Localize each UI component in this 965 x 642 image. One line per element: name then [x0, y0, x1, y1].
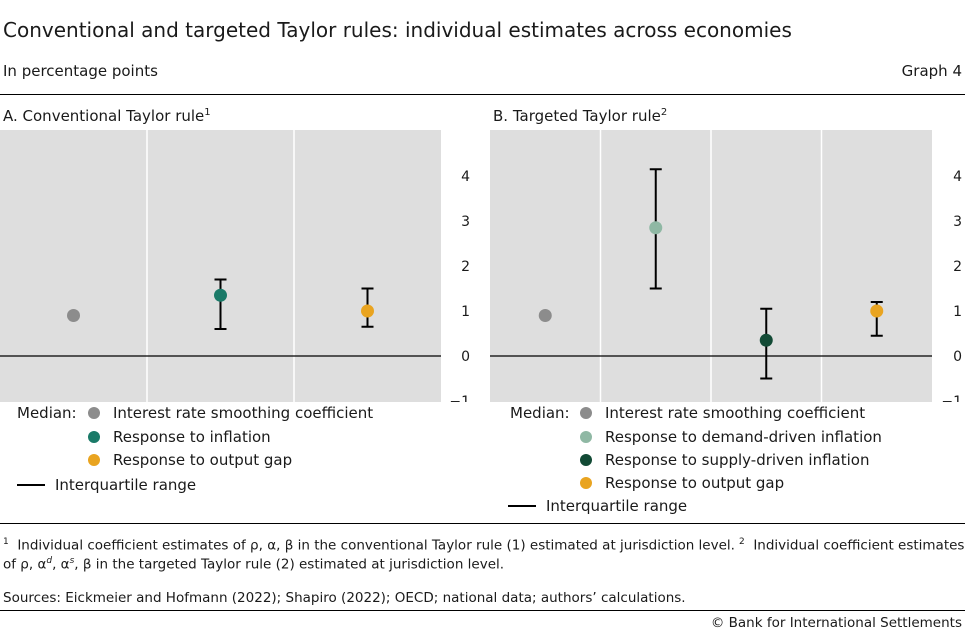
legend-dot-icon: [88, 454, 100, 466]
legend-dot-icon: [580, 407, 592, 419]
chart-title: Conventional and targeted Taylor rules: …: [3, 18, 792, 42]
panel-b-plot: 4 3 2 1 0 −1: [490, 130, 962, 402]
plot-background: [0, 130, 441, 402]
y-tick-label: 3: [953, 214, 962, 230]
legend-dot-icon: [580, 431, 592, 443]
header-divider: [0, 94, 965, 95]
median-point: [67, 309, 80, 322]
y-tick-label: 2: [953, 259, 962, 275]
panel-a-title: A. Conventional Taylor rule1: [3, 107, 211, 125]
legend-item-inflation: Response to inflation: [88, 428, 271, 446]
y-tick-label: 1: [461, 304, 470, 320]
footnote-1: 1 Individual coefficient estimates of ρ,…: [3, 537, 735, 554]
legend-item-supply-inflation: Response to supply-driven inflation: [580, 451, 869, 469]
y-tick-label: 4: [461, 169, 470, 185]
legend-dot-icon: [88, 407, 100, 419]
legend-dot-icon: [580, 454, 592, 466]
y-tick-label: 1: [953, 304, 962, 320]
legend-line-icon: [508, 505, 536, 507]
legend-item-output-gap: Response to output gap: [580, 474, 784, 492]
legend-item-smoothing: Interest rate smoothing coefficient: [88, 404, 373, 422]
y-tick-label: 2: [461, 259, 470, 275]
median-point: [649, 221, 663, 235]
legend-dot-icon: [88, 431, 100, 443]
copyright: © Bank for International Settlements: [710, 615, 962, 631]
panel-a-legend: Median: Interest rate smoothing coeffici…: [0, 404, 480, 496]
legend-line-icon: [17, 484, 45, 486]
median-point: [361, 304, 374, 318]
sources-divider: [0, 610, 965, 611]
median-point: [538, 309, 552, 322]
sources: Sources: Eickmeier and Hofmann (2022); S…: [3, 590, 686, 606]
panel-b-title: B. Targeted Taylor rule2: [493, 107, 668, 125]
panel-b-legend: Median: Interest rate smoothing coeffici…: [490, 404, 965, 516]
y-tick-label: 0: [461, 349, 470, 365]
legend-item-iqr: Interquartile range: [17, 476, 196, 494]
chart-subtitle: In percentage points: [3, 62, 158, 80]
y-tick-label: 3: [461, 214, 470, 230]
panel-a-plot: 4 3 2 1 0 −1: [0, 130, 470, 402]
y-tick-label: 4: [953, 169, 962, 185]
legend-median-label: Median:: [17, 404, 77, 422]
legend-item-iqr: Interquartile range: [508, 497, 687, 515]
legend-median-label: Median:: [510, 404, 570, 422]
legend-item-smoothing: Interest rate smoothing coefficient: [580, 404, 865, 422]
graph-number: Graph 4: [901, 62, 962, 80]
median-point: [759, 333, 773, 347]
y-tick-label: 0: [953, 349, 962, 365]
footnote-divider: [0, 523, 965, 524]
footnote-2-cont: of ρ, αd, αs, β in the targeted Taylor r…: [3, 556, 505, 573]
median-point: [214, 288, 227, 302]
legend-item-demand-inflation: Response to demand-driven inflation: [580, 428, 882, 446]
footnote-2-start: 2 Individual coefficient estimates: [739, 537, 965, 554]
footnotes: 1 Individual coefficient estimates of ρ,…: [3, 533, 965, 575]
legend-dot-icon: [580, 477, 592, 489]
y-tick-label: −1: [449, 394, 470, 402]
median-point: [870, 304, 884, 318]
legend-item-output-gap: Response to output gap: [88, 451, 292, 469]
y-tick-label: −1: [941, 394, 962, 402]
